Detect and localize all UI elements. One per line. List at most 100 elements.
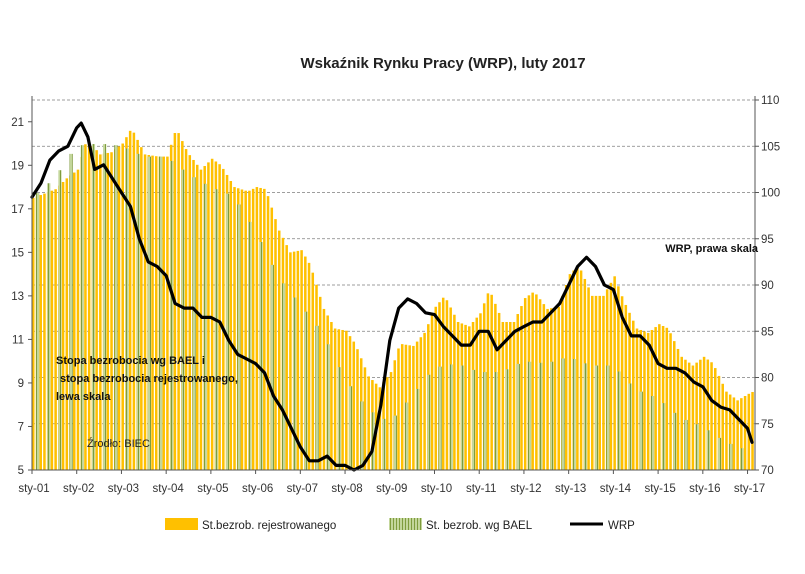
- bael-bar: [572, 359, 576, 470]
- registered-bar: [699, 359, 702, 470]
- registered-bar: [568, 274, 572, 470]
- registered-bar: [691, 365, 695, 470]
- left-tick-label: 11: [12, 334, 24, 346]
- registered-bar: [229, 181, 233, 471]
- registered-bar: [367, 376, 370, 470]
- registered-bar: [356, 349, 359, 470]
- bael-bar: [527, 361, 532, 470]
- bael-bar: [494, 372, 498, 470]
- registered-bar: [468, 326, 471, 470]
- bael-bar: [91, 144, 96, 470]
- registered-bar: [255, 187, 259, 470]
- registered-bar: [333, 328, 337, 470]
- bael-bar: [561, 358, 565, 470]
- registered-bar: [564, 285, 568, 470]
- bael-bar: [181, 169, 185, 470]
- registered-bar: [434, 306, 438, 470]
- bael-bar: [136, 153, 140, 470]
- registered-bar: [553, 307, 557, 470]
- registered-bar: [393, 360, 397, 470]
- registered-bar: [251, 188, 255, 470]
- registered-bar: [497, 312, 501, 470]
- bael-bar: [539, 362, 543, 470]
- registered-bar: [263, 188, 266, 470]
- bael-bar: [47, 183, 51, 470]
- registered-bar: [531, 292, 534, 470]
- registered-bar: [32, 197, 35, 471]
- bael-bar: [427, 374, 431, 470]
- registered-bar: [39, 195, 42, 470]
- bael-bar: [80, 145, 84, 471]
- registered-bar: [307, 262, 311, 470]
- registered-bar: [210, 158, 214, 470]
- bael-bar: [472, 369, 476, 470]
- registered-bar: [501, 322, 505, 470]
- bael-bar: [248, 221, 252, 470]
- registered-bar: [300, 250, 303, 470]
- bael-bar: [460, 365, 465, 470]
- registered-bar: [341, 329, 344, 470]
- x-tick-label: sty-02: [63, 483, 94, 495]
- chart-title: Wskaźnik Rynku Pracy (WRP), luty 2017: [300, 55, 585, 72]
- right-axis-ticks: 70 75 80 85 90 95 100 105 110: [755, 95, 780, 477]
- bael-bar: [103, 144, 107, 470]
- right-tick-label: 105: [761, 141, 780, 153]
- registered-bar: [706, 359, 710, 470]
- registered-bar: [76, 169, 80, 470]
- registered-bar: [602, 295, 605, 470]
- registered-bar: [542, 304, 546, 470]
- registered-bar: [244, 190, 247, 470]
- bael-bar: [304, 311, 308, 470]
- bael-bar: [35, 193, 40, 470]
- x-tick-label: sty-17: [734, 483, 765, 495]
- x-tick-label: sty-05: [197, 483, 228, 495]
- registered-bar: [54, 189, 57, 470]
- registered-bar: [430, 315, 434, 470]
- registered-bar: [687, 362, 691, 470]
- left-axis-note-line-1: Stopa bezrobocia wg BAEL i: [56, 355, 205, 367]
- registered-bar: [72, 172, 76, 471]
- registered-bar: [743, 396, 747, 470]
- bael-bar: [673, 412, 677, 470]
- registered-bar: [609, 282, 613, 470]
- registered-bar: [154, 156, 158, 470]
- registered-bar: [121, 143, 124, 470]
- registered-bar: [669, 333, 672, 470]
- x-tick-label: sty-16: [689, 483, 720, 495]
- right-tick-label: 85: [761, 326, 774, 338]
- registered-bar: [620, 296, 624, 470]
- registered-bar: [311, 272, 315, 470]
- registered-bar: [520, 306, 523, 470]
- x-tick-label: sty-04: [153, 483, 185, 495]
- registered-bar: [632, 320, 635, 470]
- registered-bar: [240, 189, 244, 471]
- registered-bar: [162, 156, 165, 470]
- registered-bar: [587, 287, 590, 470]
- registered-bar: [106, 152, 110, 470]
- registered-bar: [643, 331, 646, 470]
- x-tick-label: sty-15: [644, 483, 675, 495]
- wrp-line: [30, 121, 754, 472]
- registered-bar: [591, 295, 594, 470]
- left-axis-note-line-3: lewa skala: [56, 391, 111, 403]
- bael-bar: [315, 325, 319, 470]
- registered-bar: [296, 250, 300, 470]
- bael-bar: [449, 364, 453, 470]
- registered-bar: [579, 270, 583, 470]
- bael-bar: [617, 371, 621, 470]
- registered-bar: [456, 322, 460, 470]
- bael-bar: [382, 418, 386, 470]
- bael-bar: [192, 177, 196, 470]
- registered-bar: [490, 294, 493, 470]
- bael-bar: [214, 189, 219, 470]
- registered-bar: [576, 266, 579, 470]
- registered-bar: [740, 398, 743, 470]
- registered-bar: [166, 156, 169, 470]
- bael-bar: [259, 242, 263, 470]
- bael-bar: [483, 372, 487, 470]
- registered-bar: [95, 150, 98, 470]
- bael-bar: [203, 183, 207, 470]
- bael-bar: [550, 361, 554, 470]
- right-tick-label: 70: [761, 465, 774, 477]
- registered-bar: [177, 133, 180, 471]
